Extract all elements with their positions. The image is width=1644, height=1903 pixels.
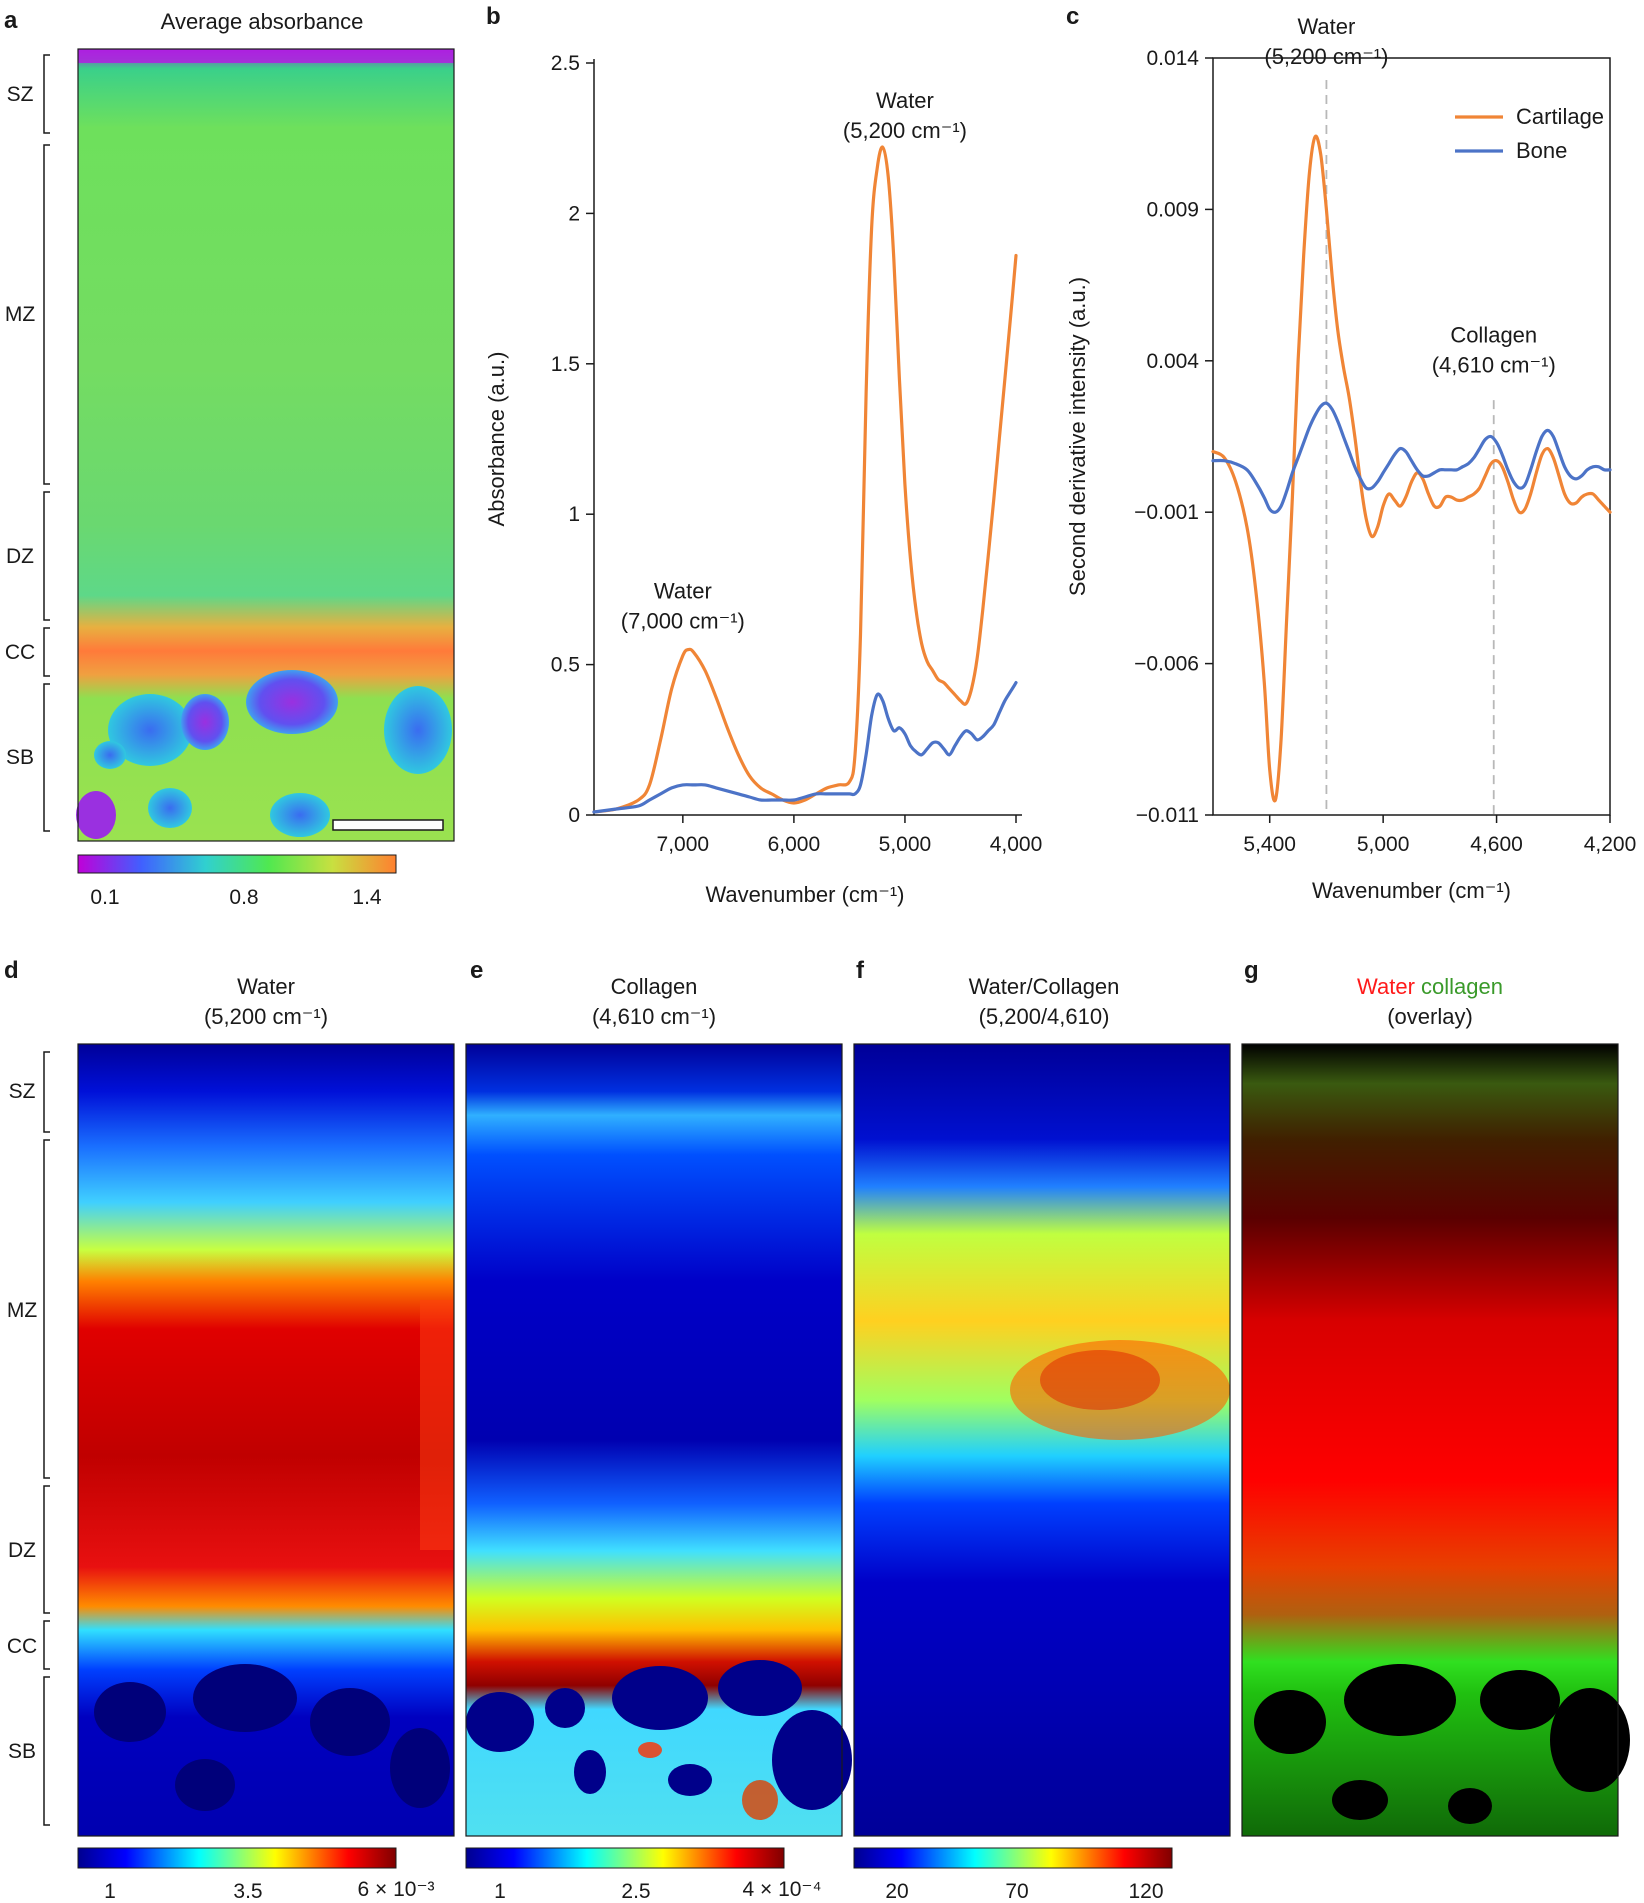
y-tick-label: −0.006 — [1134, 653, 1199, 676]
image-water-collagen-overlay — [1241, 1043, 1630, 1837]
panel-g-subtitle: (overlay) — [1387, 1004, 1473, 1029]
panel-e-subtitle: (4,610 cm⁻¹) — [592, 1004, 716, 1029]
y-tick-label: −0.011 — [1136, 804, 1199, 827]
panel-letter-c: c — [1066, 3, 1079, 30]
zone-label-cc: CC — [5, 641, 35, 664]
series-line-bone — [592, 681, 1018, 814]
zone-label-sz: SZ — [9, 1080, 36, 1103]
annotation-label: Water — [876, 88, 934, 113]
zone-brackets-a — [43, 54, 50, 832]
colorbar-f-tick: 70 — [1005, 1880, 1028, 1903]
annotation-sublabel: (5,200 cm⁻¹) — [1264, 44, 1388, 69]
zone-label-dz: DZ — [6, 545, 34, 568]
series-line-bone — [1211, 401, 1612, 514]
heatmap-water — [77, 1043, 455, 1837]
x-tick-label: 5,400 — [1243, 833, 1296, 856]
x-tick-label: 4,600 — [1470, 833, 1523, 856]
panel-f-title: Water/Collagen — [969, 974, 1120, 999]
colorbar-e-tick: 4 × 10⁻⁴ — [742, 1878, 821, 1901]
colorbar-e-tick: 2.5 — [621, 1880, 650, 1903]
zone-label-sb: SB — [6, 746, 34, 769]
series-line-cartilage — [1211, 134, 1612, 803]
colorbar-a-tick: 0.1 — [90, 886, 119, 909]
series-line-cartilage — [592, 145, 1018, 814]
y-tick-label: 2 — [568, 202, 580, 225]
panel-letter-g: g — [1244, 957, 1259, 984]
colorbar-d-tick: 3.5 — [233, 1880, 262, 1903]
panel-letter-f: f — [856, 957, 865, 984]
annotation-label: Water — [1297, 14, 1355, 39]
panel-letter-b: b — [486, 3, 501, 30]
panel-letter-a: a — [4, 7, 18, 34]
y-tick-label: 0.004 — [1146, 350, 1199, 373]
y-tick-label: 0 — [568, 804, 580, 827]
y-axis-label: Absorbance (a.u.) — [484, 352, 509, 527]
zone-label-mz: MZ — [5, 303, 35, 326]
chart-b-absorbance-spectra: 0 0.5 1 1.5 2 2.5 7,000 6,000 5,000 4,000 Wavenumb… — [484, 52, 1042, 907]
y-tick-label: 0.5 — [551, 654, 580, 677]
x-tick-label: 4,200 — [1584, 833, 1637, 856]
plot-frame — [1212, 57, 1611, 816]
x-tick-label: 6,000 — [768, 833, 821, 856]
heatmap-water-collagen-ratio — [853, 1043, 1231, 1837]
x-tick-label: 7,000 — [657, 833, 710, 856]
y-tick-label: 2.5 — [551, 52, 580, 75]
colorbar-a-tick: 1.4 — [352, 886, 382, 909]
annotation-label: Collagen — [1450, 323, 1537, 348]
x-tick-label: 5,000 — [879, 833, 932, 856]
colorbar-d — [77, 1847, 397, 1869]
panel-d-title: Water — [237, 974, 295, 999]
y-tick-label: 1.5 — [551, 353, 580, 376]
zone-brackets-d — [43, 1051, 50, 1826]
heatmap-average-absorbance — [76, 48, 455, 842]
panel-f-subtitle: (5,200/4,610) — [979, 1004, 1110, 1029]
annotation-label: Water — [654, 578, 712, 603]
annotation-sublabel: (5,200 cm⁻¹) — [843, 118, 967, 143]
colorbar-f — [853, 1847, 1173, 1869]
annotation-sublabel: (4,610 cm⁻¹) — [1432, 353, 1556, 378]
scale-bar — [332, 819, 444, 831]
zone-label-sb: SB — [8, 1740, 36, 1763]
x-tick-label: 4,000 — [990, 833, 1043, 856]
colorbar-e-tick: 1 — [494, 1880, 506, 1903]
panel-e-title: Collagen — [611, 974, 698, 999]
x-axis-label: Wavenumber (cm⁻¹) — [705, 882, 904, 907]
panel-g-title: Water collagen — [1357, 974, 1503, 999]
y-tick-label: 1 — [568, 503, 580, 526]
heatmap-collagen — [465, 1043, 852, 1837]
annotation-sublabel: (7,000 cm⁻¹) — [621, 608, 745, 633]
legend-label-cartilage: Cartilage — [1516, 104, 1604, 129]
zone-label-mz: MZ — [7, 1299, 37, 1322]
colorbar-d-tick: 6 × 10⁻³ — [357, 1878, 434, 1901]
y-tick-label: 0.009 — [1146, 198, 1199, 221]
zone-label-dz: DZ — [8, 1539, 36, 1562]
colorbar-f-tick: 120 — [1128, 1880, 1163, 1903]
colorbar-a — [77, 854, 397, 874]
y-axis-label: Second derivative intensity (a.u.) — [1065, 277, 1090, 596]
panel-g-title-water: Water — [1357, 974, 1415, 999]
colorbar-f-tick: 20 — [885, 1880, 908, 1903]
zone-label-cc: CC — [7, 1635, 37, 1658]
colorbar-e — [465, 1847, 785, 1869]
zone-label-sz: SZ — [7, 83, 34, 106]
panel-letter-d: d — [4, 957, 19, 984]
y-tick-label: −0.001 — [1134, 501, 1199, 524]
colorbar-d-tick: 1 — [104, 1880, 116, 1903]
panel-a-title: Average absorbance — [161, 9, 364, 34]
panel-g-title-collagen: collagen — [1421, 974, 1503, 999]
x-axis-label: Wavenumber (cm⁻¹) — [1312, 878, 1511, 903]
legend-label-bone: Bone — [1516, 138, 1567, 163]
colorbar-a-tick: 0.8 — [229, 886, 258, 909]
x-tick-label: 5,000 — [1357, 833, 1410, 856]
y-tick-label: 0.014 — [1146, 47, 1199, 70]
panel-letter-e: e — [470, 957, 483, 984]
chart-c-second-derivative: 0.014 0.009 0.004 −0.001 −0.006 −0.011 5,400 5,… — [1065, 14, 1636, 903]
panel-d-subtitle: (5,200 cm⁻¹) — [204, 1004, 328, 1029]
